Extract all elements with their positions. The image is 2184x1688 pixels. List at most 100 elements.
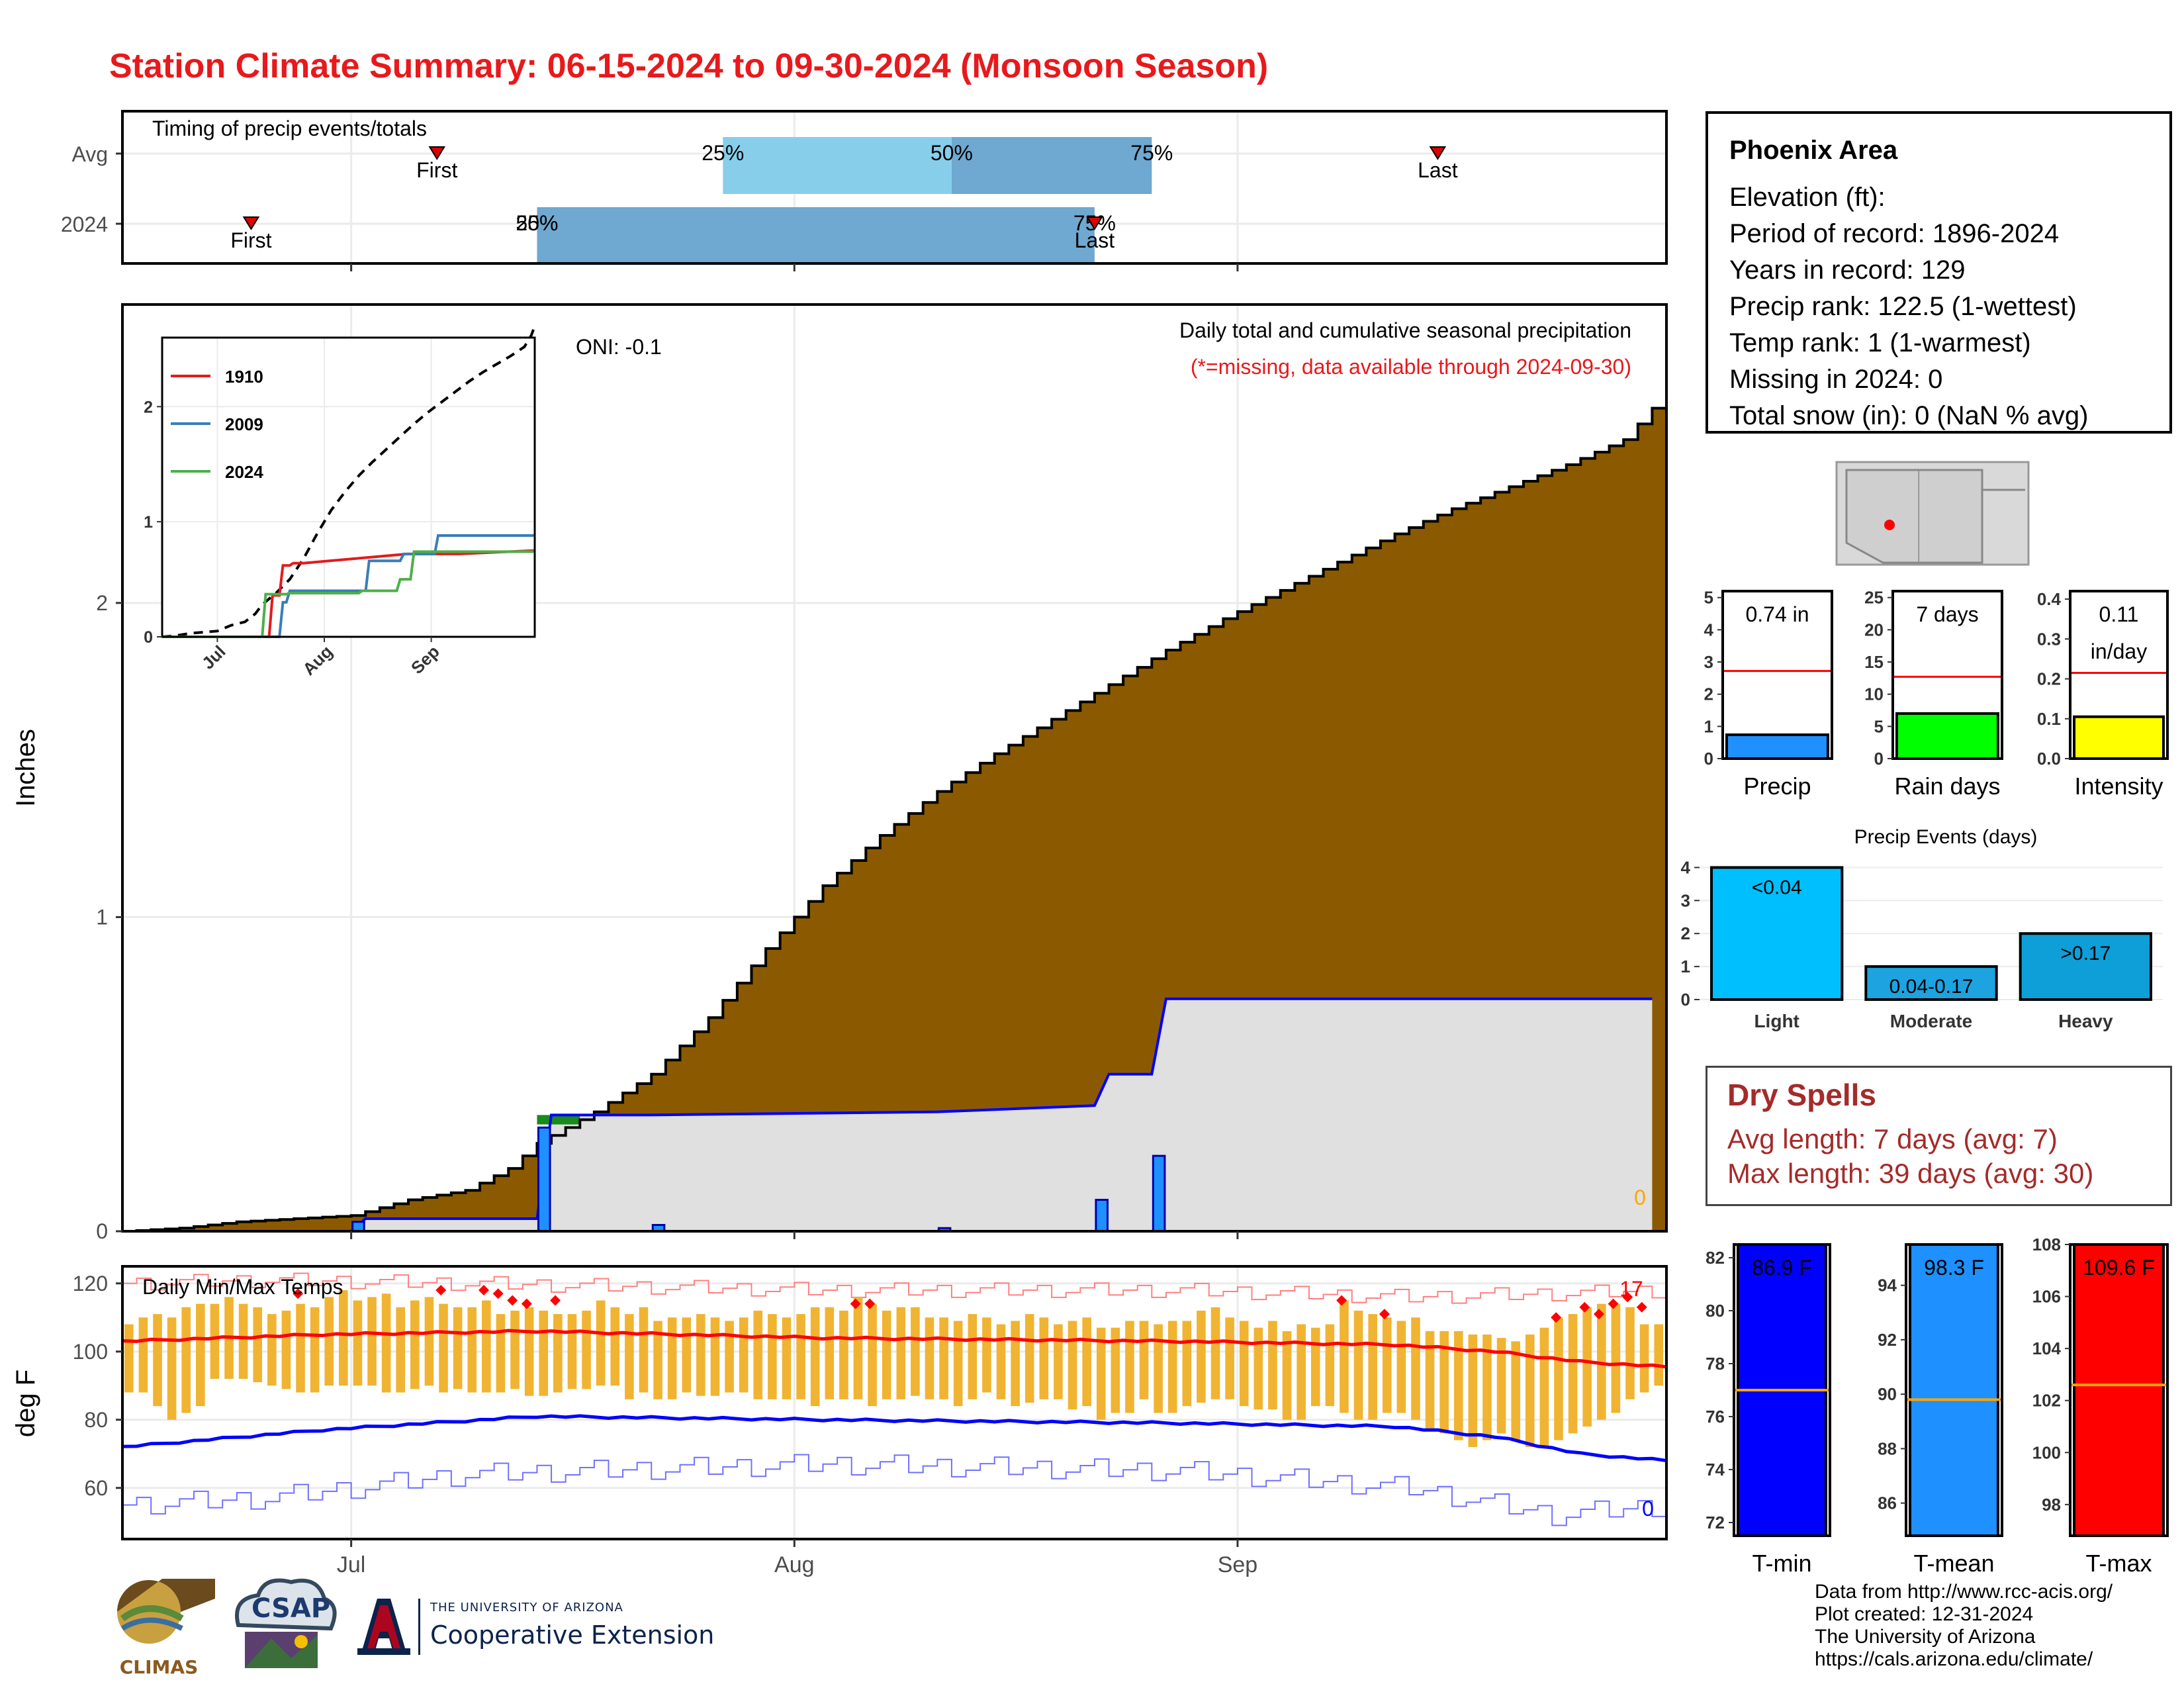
daily-temp-bar-26 <box>496 1314 506 1393</box>
daily-temp-bar-42 <box>725 1321 734 1393</box>
daily-temp-bar-61 <box>996 1324 1006 1399</box>
precip-mini-chart: 0 1 2 3 4 5 0.74 in Precip <box>1704 588 1833 800</box>
elevation-line: Elevation (ft): <box>1729 183 1886 212</box>
daily-temp-bar-29 <box>539 1310 549 1396</box>
events-x-label-moderate: Moderate <box>1890 1011 1972 1031</box>
daily-temp-bar-105 <box>1625 1307 1635 1399</box>
raindays-mini-y-tick-label: 0 <box>1874 749 1884 769</box>
daily-temp-bar-83 <box>1310 1327 1320 1407</box>
record-day-marker-1 <box>435 1285 447 1296</box>
events-chart: Precip Events (days) <0.04 Light 0.04-0.17 M… <box>1681 826 2163 1031</box>
tmax-mini-y-tick-label: 106 <box>2032 1287 2061 1307</box>
csap-logo-text: CSAP <box>251 1593 331 1624</box>
raindays-mini-value-bar <box>1895 712 1999 761</box>
precip-panel: Daily total and cumulative seasonal prec… <box>11 303 1668 1243</box>
precip-mini-value-label-0: 0.74 in <box>1745 602 1809 626</box>
daily-temp-bar-82 <box>1297 1324 1306 1420</box>
credit-plot-created: Plot created: 12-31-2024 <box>1815 1603 2034 1625</box>
daily-temp-bar-62 <box>1011 1321 1020 1407</box>
daily-temp-bar-72 <box>1154 1324 1163 1413</box>
precip-mini-value-bar <box>1725 733 1829 760</box>
temp-x-tick-label-jul: Jul <box>337 1552 365 1577</box>
daily-temp-bar-95 <box>1482 1335 1492 1440</box>
daily-temp-bar-93 <box>1453 1331 1463 1440</box>
oni-label: ONI: -0.1 <box>576 335 662 359</box>
inset-series-line-2024 <box>162 550 535 638</box>
tmean-mini-chart: 86 88 90 92 94 98.3 F T-mean <box>1878 1243 2003 1577</box>
daily-temp-bar-2 <box>153 1314 162 1407</box>
daily-temp-bar-59 <box>968 1314 978 1399</box>
climas-logo-text: CLIMAS <box>119 1656 199 1678</box>
tmin-mini-y-tick-label: 82 <box>1706 1248 1725 1268</box>
daily-temp-bar-73 <box>1167 1321 1177 1413</box>
tmean-mini-value-bar <box>1909 1243 1999 1537</box>
precip-panel-frame <box>121 303 1668 1233</box>
temp-y-tick-label-100: 100 <box>73 1340 108 1364</box>
events-y-tick-label-2: 2 <box>1681 923 1690 943</box>
daily-temp-bar-30 <box>553 1314 563 1393</box>
daily-temp-bar-34 <box>610 1307 620 1386</box>
daily-temp-bar-99 <box>1539 1327 1549 1447</box>
daily-precip-bar-4 <box>1095 1199 1109 1233</box>
daily-temp-bar-40 <box>696 1314 705 1396</box>
inset-legend-label-2009: 2009 <box>225 414 263 434</box>
daily-temp-bar-69 <box>1111 1327 1120 1413</box>
precip-mini-y-tick-label: 5 <box>1704 588 1713 608</box>
raindays-mini-y-tick-label: 15 <box>1864 652 1884 672</box>
tmin-mini-chart: 72 74 76 78 80 82 86.9 F T-min <box>1706 1243 1831 1577</box>
precip-panel-title: Daily total and cumulative seasonal prec… <box>1179 318 1631 342</box>
timing-row-label-Avg: Avg <box>71 142 108 166</box>
daily-precip-bar-0 <box>351 1221 365 1233</box>
daily-temp-bar-24 <box>467 1307 477 1393</box>
inset-legend-label-2024: 2024 <box>225 462 263 482</box>
timing-row-label-2024: 2024 <box>61 212 108 236</box>
dry-spells-title: Dry Spells <box>1727 1078 1876 1112</box>
daily-temp-bar-85 <box>1340 1300 1349 1413</box>
timing-bar-50-75-2024 <box>537 207 1095 264</box>
daily-temp-bar-13 <box>310 1307 320 1393</box>
map-state-arizona <box>1845 469 1921 564</box>
dry-avg-length: Avg length: 7 days (avg: 7) <box>1727 1123 2058 1154</box>
daily-temp-bar-98 <box>1525 1335 1535 1447</box>
timing-label-p25-Avg: 25% <box>702 141 744 165</box>
intensity-mini-value-label-1: in/day <box>2091 639 2147 663</box>
daily-temp-bar-32 <box>582 1310 591 1389</box>
events-y-tick-label-4: 4 <box>1681 857 1691 877</box>
daily-temp-bar-52 <box>868 1303 877 1407</box>
daily-temp-bar-14 <box>324 1297 334 1386</box>
timing-marker-last-2024 <box>1086 216 1103 230</box>
temp-y-axis-label: deg F <box>11 1370 40 1437</box>
timing-marker-first-2024 <box>242 216 260 230</box>
events-bar-label-light: <0.04 <box>1752 876 1802 898</box>
daily-temp-bar-11 <box>281 1310 291 1389</box>
record-max-line <box>122 1272 1667 1304</box>
current-cumulative-area <box>122 998 1653 1231</box>
precip-mini-bg <box>1723 591 1832 759</box>
daily-temp-bar-76 <box>1210 1307 1220 1399</box>
timing-marker-last-Avg <box>1429 146 1447 160</box>
daily-temp-bar-74 <box>1182 1321 1192 1407</box>
record-day-marker-4 <box>507 1295 518 1306</box>
record-low-count: 0 <box>1642 1497 1654 1521</box>
timing-label-last-2024: Last <box>1075 228 1115 252</box>
period-line: Period of record: 1896-2024 <box>1729 219 2060 248</box>
credit-data-source: Data from http://www.rcc-acis.org/ <box>1815 1581 2113 1603</box>
events-bar-moderate <box>1864 965 1998 1001</box>
record-day-marker-5 <box>521 1298 532 1309</box>
station-name: Phoenix Area <box>1729 136 1898 165</box>
daily-temp-bar-54 <box>896 1307 906 1399</box>
page-title: Station Climate Summary: 06-15-2024 to 0… <box>109 47 1269 85</box>
daily-temp-bar-45 <box>768 1314 777 1399</box>
timing-label-first-Avg: First <box>416 158 457 182</box>
tmin-mini-y-tick-label: 80 <box>1706 1301 1725 1321</box>
intensity-mini-y-tick-label: 0.2 <box>2037 669 2061 689</box>
temp-y-tick-label-120: 120 <box>73 1272 108 1295</box>
daily-temp-bar-15 <box>339 1290 348 1386</box>
daily-temp-bar-17 <box>367 1297 377 1386</box>
temp-x-tick-label-sep: Sep <box>1218 1552 1258 1577</box>
precip-y-tick-label-1: 1 <box>96 905 108 929</box>
daily-temp-bar-48 <box>810 1307 820 1407</box>
timing-panel-frame <box>121 110 1668 265</box>
daily-temp-bar-67 <box>1082 1317 1091 1407</box>
daily-temp-bar-9 <box>253 1307 263 1383</box>
